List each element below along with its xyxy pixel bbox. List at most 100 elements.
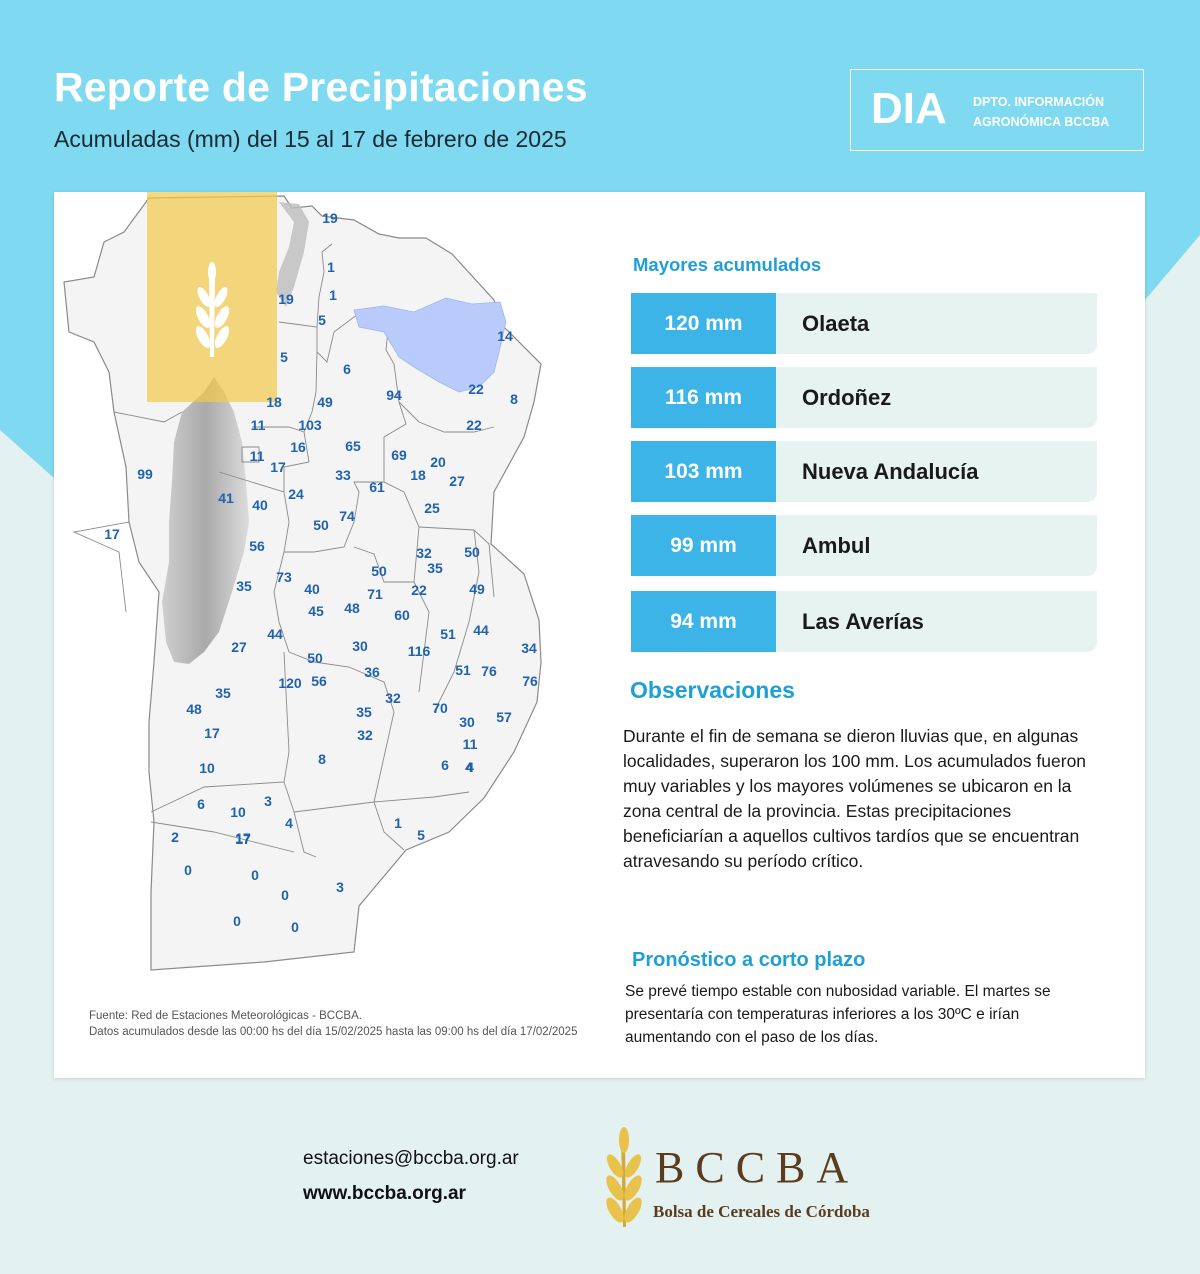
rainfall-value-label: 48 [186,701,202,717]
rainfall-value-label: 22 [468,381,484,397]
dia-badge-label: DPTO. INFORMACIÓN AGRONÓMICA BCCBA [973,92,1109,132]
rainfall-value-label: 22 [411,582,427,598]
rainfall-value-label: 24 [288,486,304,502]
rainfall-value-label: 32 [385,690,401,706]
observations-text: Durante el fin de semana se dieron lluvi… [623,726,1087,871]
rainfall-value-label: 120 [278,675,302,691]
rainfall-value-label: 57 [496,709,512,725]
rainfall-value-label: 18 [266,394,282,410]
ranking-row: 120 mm Olaeta [631,293,1097,354]
dia-badge-line-2: AGRONÓMICA BCCBA [973,115,1110,129]
rainfall-value-label: 99 [137,466,153,482]
department-borders [72,243,495,858]
rainfall-value-label: 73 [276,569,292,585]
dia-badge-acronym: DIA [871,84,947,133]
rainfall-value-label: 44 [473,622,489,638]
dia-badge-line-1: DPTO. INFORMACIÓN [973,95,1105,109]
rainfall-value-label: 17 [235,831,251,847]
rainfall-value-label: 3 [336,879,344,895]
rainfall-value-label: 50 [464,544,480,560]
rainfall-value-label: 35 [236,578,252,594]
ranking-value: 120 mm [631,293,776,354]
rainfall-value-label: 36 [364,664,380,680]
rainfall-value-label: 34 [521,640,537,656]
rainfall-value-label: 0 [251,867,259,883]
rainfall-value-label: 1 [394,815,402,831]
wheat-logo-icon [606,1127,642,1227]
rainfall-value-label: 94 [386,387,402,403]
rainfall-value-label: 49 [317,394,333,410]
rainfall-value-label: 14 [497,328,513,344]
rainfall-value-label: 41 [218,490,234,506]
rainfall-value-label: 1 [327,259,335,275]
dia-badge: DIA DPTO. INFORMACIÓN AGRONÓMICA BCCBA [850,69,1144,151]
rainfall-value-label: 51 [455,662,471,678]
rainfall-value-label: 32 [357,727,373,743]
ranking-place: Ordoñez [802,385,892,410]
rainfall-value-label: 71 [367,586,383,602]
rainfall-value-label: 48 [344,600,360,616]
rainfall-value-label: 8 [318,751,326,767]
ranking-place: Ambul [802,533,871,558]
rainfall-value-label: 0 [184,862,192,878]
rainfall-value-label: 22 [466,417,482,433]
rainfall-value-label: 56 [311,673,327,689]
ranking-value: 94 mm [631,591,776,652]
rainfall-value-label: 4 [465,759,473,775]
rainfall-value-label: 0 [281,887,289,903]
ranking-row: 103 mm Nueva Andalucía [631,441,1097,502]
watermark-wheat-icon [195,262,230,357]
rainfall-value-label: 0 [233,913,241,929]
rainfall-value-label: 2 [171,829,179,845]
sierras-north-relief [276,202,309,307]
rainfall-value-label: 74 [339,508,355,524]
ranking-place: Nueva Andalucía [802,459,979,484]
rainfall-value-label: 10 [199,760,215,776]
rainfall-value-label: 40 [252,497,268,513]
ranking-value: 103 mm [631,441,776,502]
report-card: 19 1 19 1 5 5 14 6 94 22 8 18 49 11 103 22 65 16 11 17 69 20 9… [54,192,1145,1078]
page-title: Reporte de Precipitaciones [54,64,588,110]
rainfall-value-label: 33 [335,467,351,483]
ranking-place: Las Averías [802,609,924,634]
rainfall-value-label: 17 [204,725,220,741]
rainfall-value-label: 11 [250,448,265,464]
rainfall-value-label: 17 [270,459,286,475]
contact-email-link[interactable]: estaciones@bccba.org.ar [303,1148,519,1169]
rainfall-value-label: 3 [264,793,272,809]
ranking-value: 99 mm [631,515,776,576]
source-line-2: Datos acumulados desde las 00:00 hs del … [89,1026,578,1038]
rainfall-value-label: 35 [215,685,231,701]
rainfall-value-label: 61 [369,479,385,495]
ranking-value: 116 mm [631,367,776,428]
rainfall-value-label: 27 [231,639,247,655]
rainfall-value-label: 20 [430,454,446,470]
ranking-heading: Mayores acumulados [633,254,822,275]
rainfall-value-label: 44 [267,626,283,642]
ranking-row: 99 mm Ambul [631,515,1097,576]
rainfall-value-label: 1 [329,287,337,303]
rainfall-value-label: 51 [440,626,456,642]
forecast-heading: Pronóstico a corto plazo [632,949,866,971]
bccba-logo: BCCBA Bolsa de Cereales de Córdoba [597,1122,897,1232]
rainfall-value-label: 30 [459,714,475,730]
website-link[interactable]: www.bccba.org.ar [303,1183,466,1204]
ranking-row: 116 mm Ordoñez [631,367,1097,428]
rainfall-value-label: 116 [408,643,431,659]
rainfall-value-label: 32 [416,545,432,561]
rainfall-value-label: 17 [235,830,251,846]
rainfall-value-label: 19 [322,210,338,226]
rainfall-value-label: 50 [371,563,387,579]
rainfall-value-label: 50 [307,650,323,666]
rainfall-value-label: 0 [291,919,299,935]
rainfall-value-label: 35 [427,560,443,576]
source-line-1: Fuente: Red de Estaciones Meteorológicas… [89,1010,362,1022]
logo-wordmark: BCCBA [655,1143,860,1192]
rainfall-value-label: 25 [424,500,440,516]
ranking-row: 94 mm Las Averías [631,591,1097,652]
rainfall-value-label: 5 [318,312,326,328]
rainfall-value-label: 11 [251,417,266,433]
rainfall-value-label: 69 [391,447,407,463]
